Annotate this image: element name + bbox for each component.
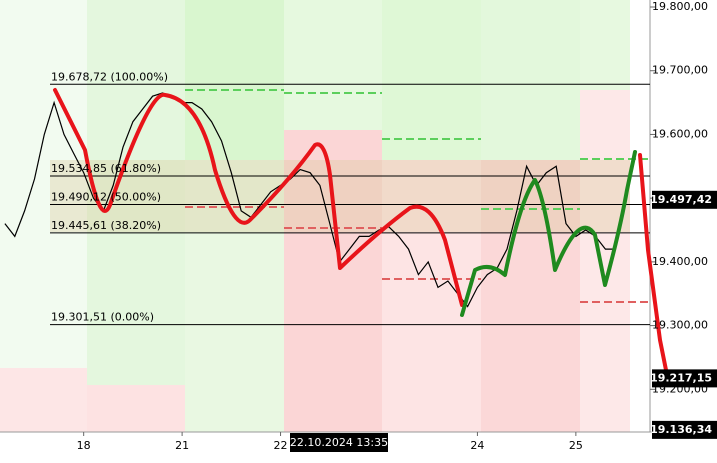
fib-label: 19.490,12 (50.00%) [51,190,161,203]
price-marker-label: 19.136,34 [650,423,712,436]
fib-label: 19.445,61 (38.20%) [51,219,161,232]
price-line [4,92,626,308]
y-tick-label: 19.400,00 [652,255,708,268]
background-zones [0,0,717,433]
y-tick-label: 19.600,00 [652,127,708,140]
y-tick-label: 19.700,00 [652,64,708,77]
fib-label: 19.534,85 (61.80%) [51,162,161,175]
plot-area [4,6,655,390]
price-marker-box [652,420,717,439]
x-tick-label: 21 [175,439,189,452]
price-marker-box [652,369,717,388]
cursor-time-box [290,433,388,452]
price-marker-label: 19.217,15 [650,371,712,384]
cursor-time: 22.10.2024 13:35 [290,436,388,449]
labels: 19.800,0019.700,0019.600,0019.500,0019.4… [51,0,717,452]
fib-label: 19.678,72 (100.00%) [51,70,168,83]
drawings [53,88,670,382]
price-marker-label: 19.497,42 [650,193,712,206]
price-marker-box [652,190,717,209]
x-tick-label: 25 [569,439,583,452]
x-tick-label: 22 [274,439,288,452]
y-tick-label: 19.300,00 [652,319,708,332]
fib-label: 19.301,51 (0.00%) [51,311,154,324]
x-tick-label: 24 [470,439,484,452]
x-tick-label: 18 [77,439,91,452]
y-tick-label: 19.800,00 [652,0,708,13]
